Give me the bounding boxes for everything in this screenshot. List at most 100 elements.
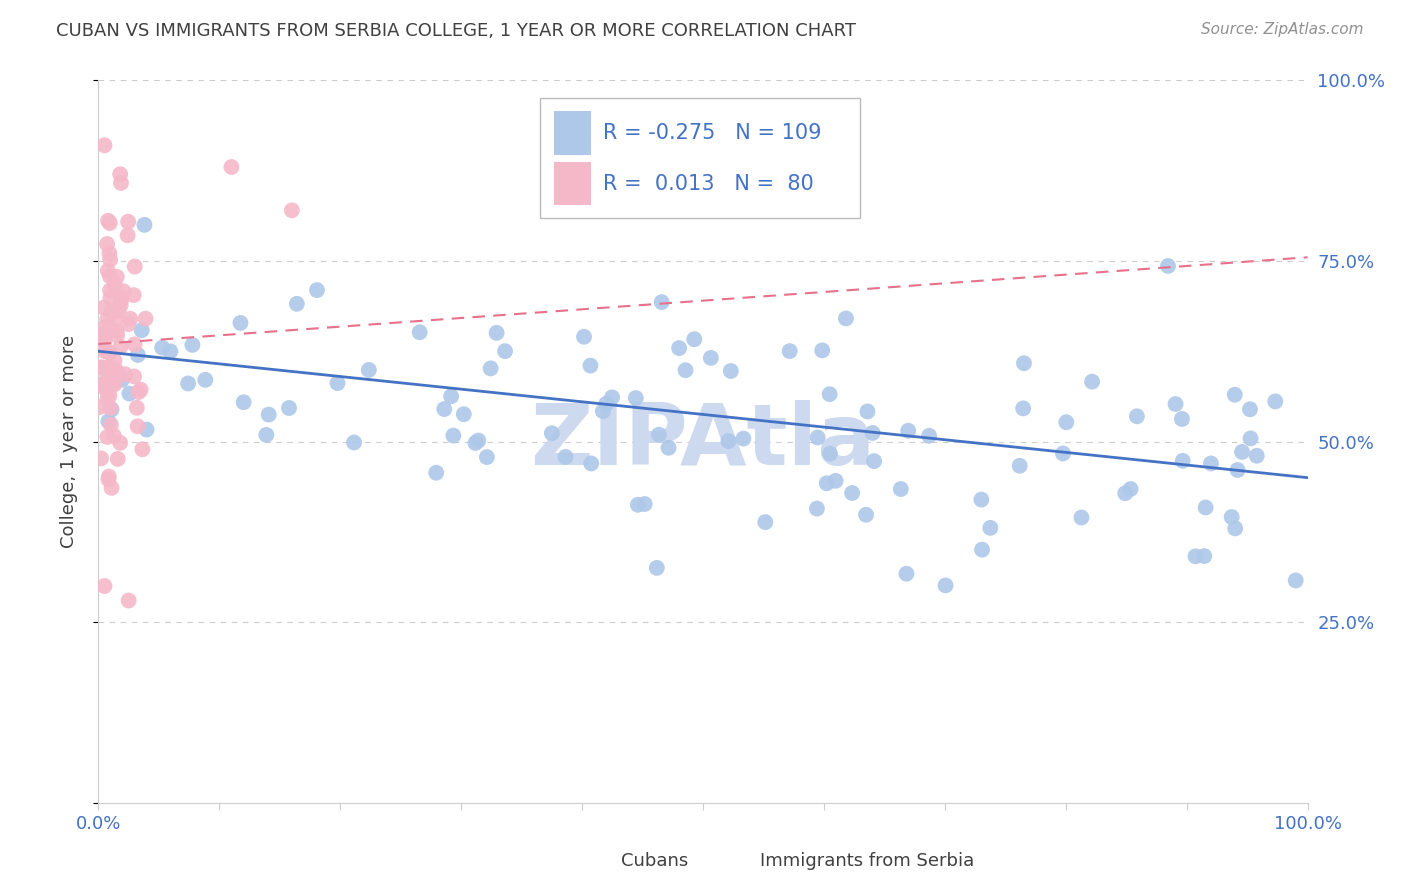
- Point: [818, 447, 841, 461]
- Y-axis label: College, 1 year or more: College, 1 year or more: [59, 335, 77, 548]
- Point: [131, 442, 153, 457]
- Point: [117, 317, 139, 331]
- Point: [807, 430, 830, 444]
- Point: [103, 353, 125, 368]
- Point: [863, 454, 886, 468]
- Point: [285, 297, 308, 311]
- Point: [862, 425, 884, 440]
- Point: [600, 390, 623, 404]
- Point: [124, 260, 146, 274]
- Point: [970, 542, 993, 557]
- Point: [540, 426, 562, 441]
- Point: [96, 378, 118, 392]
- Point: [970, 492, 993, 507]
- Point: [779, 344, 801, 359]
- Point: [440, 389, 463, 403]
- Point: [90, 360, 112, 375]
- Point: [94, 319, 117, 334]
- Point: [1164, 397, 1187, 411]
- Text: Immigrants from Serbia: Immigrants from Serbia: [759, 852, 974, 870]
- Point: [592, 404, 614, 418]
- Point: [93, 334, 115, 348]
- Point: [135, 311, 157, 326]
- Point: [1012, 356, 1035, 370]
- Point: [811, 343, 834, 358]
- Point: [257, 408, 280, 422]
- Point: [1052, 446, 1074, 460]
- Point: [254, 428, 277, 442]
- Point: [1171, 454, 1194, 468]
- Point: [1119, 482, 1142, 496]
- Point: [717, 434, 740, 449]
- Point: [408, 325, 430, 339]
- Point: [104, 277, 127, 291]
- Point: [1199, 457, 1222, 471]
- Point: [110, 298, 132, 312]
- Point: [100, 481, 122, 495]
- Point: [93, 301, 115, 315]
- Bar: [554, 162, 591, 205]
- Point: [89, 400, 111, 414]
- Point: [127, 348, 149, 362]
- Point: [1226, 463, 1249, 477]
- Point: [120, 311, 142, 326]
- Point: [94, 344, 117, 359]
- Point: [1184, 549, 1206, 564]
- Point: [281, 203, 304, 218]
- Bar: [721, 847, 751, 873]
- Point: [651, 295, 673, 310]
- Point: [98, 284, 121, 298]
- Point: [1220, 510, 1243, 524]
- Point: [98, 252, 121, 267]
- Text: Source: ZipAtlas.com: Source: ZipAtlas.com: [1201, 22, 1364, 37]
- Point: [1239, 432, 1261, 446]
- Point: [134, 218, 156, 232]
- Point: [97, 392, 120, 406]
- Point: [100, 291, 122, 305]
- Point: [467, 434, 489, 448]
- Point: [1126, 409, 1149, 424]
- Point: [159, 344, 181, 359]
- Point: [1194, 500, 1216, 515]
- Point: [554, 450, 576, 464]
- Point: [98, 345, 121, 359]
- Point: [818, 387, 841, 401]
- Point: [118, 593, 141, 607]
- Point: [91, 331, 114, 345]
- Point: [464, 436, 486, 450]
- Point: [103, 377, 125, 392]
- Point: [97, 472, 120, 486]
- Point: [1223, 388, 1246, 402]
- Point: [110, 293, 132, 308]
- Point: [112, 285, 135, 299]
- Point: [150, 341, 173, 355]
- Point: [1012, 401, 1035, 416]
- Point: [658, 441, 681, 455]
- Point: [122, 369, 145, 384]
- Point: [441, 428, 464, 442]
- Point: [326, 376, 349, 391]
- Point: [896, 566, 918, 581]
- Text: ZIPAtla: ZIPAtla: [530, 400, 876, 483]
- Point: [232, 395, 254, 409]
- Point: [935, 578, 957, 592]
- Text: CUBAN VS IMMIGRANTS FROM SERBIA COLLEGE, 1 YEAR OR MORE CORRELATION CHART: CUBAN VS IMMIGRANTS FROM SERBIA COLLEGE,…: [56, 22, 856, 40]
- Point: [855, 508, 877, 522]
- Point: [105, 364, 128, 378]
- Point: [479, 361, 502, 376]
- Point: [627, 498, 650, 512]
- Point: [1081, 375, 1104, 389]
- Point: [129, 383, 152, 397]
- Point: [453, 407, 475, 421]
- Point: [278, 401, 301, 415]
- Point: [494, 344, 516, 359]
- Point: [122, 288, 145, 302]
- Point: [595, 397, 617, 411]
- Point: [110, 340, 132, 354]
- Point: [135, 423, 157, 437]
- Point: [93, 138, 115, 153]
- Point: [124, 337, 146, 351]
- Text: R = -0.275   N = 109: R = -0.275 N = 109: [603, 123, 821, 143]
- Point: [343, 435, 366, 450]
- Point: [305, 283, 328, 297]
